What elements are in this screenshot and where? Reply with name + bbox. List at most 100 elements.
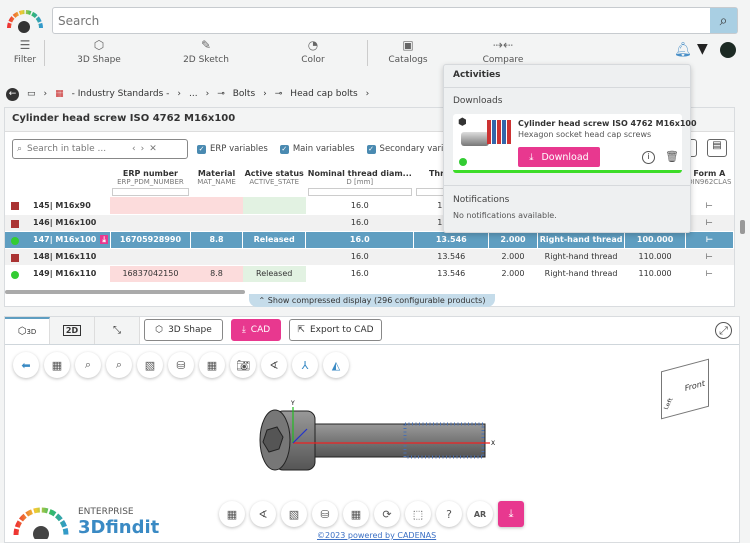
available-status-icon	[11, 270, 19, 279]
wireframe-icon[interactable]: ▦	[44, 352, 70, 378]
form-icon-cell: ⊢	[685, 248, 734, 266]
column-header[interactable]: ERP number ERP_PDM_NUMBER	[110, 166, 190, 197]
erp-variables-checkbox[interactable]: ✓ ERP variables	[197, 144, 268, 154]
secondary-variables-checkbox[interactable]: ✓ Secondary variables	[366, 144, 466, 154]
download-icon[interactable]: ⤓	[498, 501, 524, 527]
section-view-icon[interactable]: ⛁	[168, 352, 194, 378]
column-header[interactable]: Material MAT_NAME	[191, 166, 243, 197]
column-filter-input[interactable]	[307, 188, 412, 196]
table-cell: 2.000	[488, 231, 538, 249]
row-label: 146| M16x100	[5, 214, 111, 232]
sliders-icon: ☰	[19, 38, 31, 52]
search-input[interactable]	[53, 8, 703, 34]
cadenas-link[interactable]: ©2023 powered by CADENAS	[317, 531, 437, 540]
column-header[interactable]: Nominal thread diam... D [mm]	[306, 166, 414, 197]
wireframe-icon[interactable]: ▦	[219, 501, 245, 527]
measure-angle-icon[interactable]: ∢	[250, 501, 276, 527]
download-button[interactable]: ⤓ Download	[518, 147, 600, 167]
catalogs-button[interactable]: ▣ Catalogs	[385, 38, 431, 68]
help-icon[interactable]: ?	[436, 501, 462, 527]
label: 148| M16x110	[33, 252, 97, 261]
vertical-scrollbar[interactable]	[740, 220, 745, 234]
table-row[interactable]: 148| M16x110 16.0 13.546 2.000 Right-hand th…	[5, 248, 734, 266]
3d-shape-button[interactable]: ⬡ 3D Shape	[70, 38, 128, 68]
show-compressed-button[interactable]: ⌃ Show compressed display (296 configura…	[249, 294, 495, 307]
column-filter-input[interactable]	[112, 188, 189, 196]
next-icon[interactable]: ›	[140, 144, 145, 154]
filter-funnel-icon[interactable]: ▼	[697, 41, 708, 57]
table-cell: 16.0	[305, 265, 414, 283]
cad-download-button[interactable]: ⤓ CAD	[231, 319, 281, 341]
2d-sketch-button[interactable]: ✎ 2D Sketch	[176, 38, 236, 68]
chevron-icon: ›	[263, 89, 267, 99]
zoom-selection-icon[interactable]: ⌕	[106, 352, 132, 378]
column-header[interactable]: Active status ACTIVE_STATE	[243, 166, 306, 197]
table-cell	[190, 214, 243, 232]
grid-icon[interactable]: ▦	[199, 352, 225, 378]
color-button[interactable]: ◔ Color	[293, 38, 333, 68]
table-cell: Right-hand thread	[537, 231, 626, 249]
table-search-input[interactable]: ⌕ Search in table ... ‹ › ✕	[12, 139, 188, 159]
search-button[interactable]: ⌕	[710, 8, 737, 33]
label: Export to CAD	[309, 325, 374, 335]
3d-shape-search-button[interactable]: ⬡ 3D Shape	[144, 319, 223, 341]
rotate-animation-icon[interactable]: ⟳	[374, 501, 400, 527]
compare-button[interactable]: ⇢⇠ Compare	[480, 38, 526, 68]
home-icon[interactable]: ▭	[27, 89, 36, 99]
label: 2D Sketch	[183, 55, 229, 65]
clear-icon[interactable]: ✕	[149, 144, 157, 154]
filter-button[interactable]: ☰ Filter	[10, 38, 40, 68]
breadcrumb-item[interactable]: - Industry Standards -	[71, 89, 170, 99]
table-cell: 13.546	[413, 248, 489, 266]
table-cell: 2.000	[488, 248, 538, 266]
measure-angle-icon[interactable]: ∢	[261, 352, 287, 378]
info-icon[interactable]: i	[642, 151, 655, 164]
cube-icon: ⬡	[93, 38, 105, 52]
back-icon[interactable]: ←	[6, 87, 19, 101]
column-sub: ACTIVE_STATE	[249, 178, 300, 186]
column-label: ERP number	[122, 169, 178, 178]
zoom-fit-icon[interactable]: ⌕	[75, 352, 101, 378]
measure-icon: ⤡	[113, 325, 121, 336]
tab-measure[interactable]: ⤡	[95, 317, 140, 344]
table-cell	[242, 248, 306, 266]
breadcrumb-item[interactable]: ...	[188, 89, 198, 99]
palette-icon: ◔	[307, 38, 319, 52]
row-label: 149| M16x110	[5, 265, 111, 283]
table-cell: Released	[242, 231, 307, 249]
grid-icon[interactable]: ▦	[343, 501, 369, 527]
light-icon[interactable]: ◭	[323, 352, 349, 378]
camera-icon[interactable]: 📷︎	[230, 352, 256, 378]
tab-3d[interactable]: ⬡ 3D	[5, 317, 50, 344]
table-cell	[110, 214, 191, 232]
breadcrumb: ← ▭ › ▦ - Industry Standards - › ... › ⊸ Bol…	[6, 86, 369, 102]
main-variables-checkbox[interactable]: ✓ Main variables	[279, 144, 355, 154]
shaded-view-icon[interactable]: ▧	[281, 501, 307, 527]
prev-icon[interactable]: ‹	[132, 144, 136, 154]
breadcrumb-item[interactable]: Bolts	[232, 89, 256, 99]
export-to-cad-button[interactable]: ⇱ Export to CAD	[289, 319, 382, 341]
trash-icon[interactable]: 🗑︎	[665, 150, 679, 163]
back-arrow-icon[interactable]: ⬅	[13, 352, 39, 378]
breadcrumb-item[interactable]: Head cap bolts	[290, 89, 358, 99]
horizontal-scrollbar[interactable]	[5, 290, 245, 294]
table-row[interactable]: 147| M16x100 ⤓ 16705928990 8.8 Released 16.0 1…	[5, 231, 735, 249]
bell-icon[interactable]: 🔔︎	[674, 42, 692, 58]
column-header[interactable]: Form A DIN962CLAS	[685, 166, 733, 197]
axes-icon[interactable]: ⅄	[292, 352, 318, 378]
table-cell	[110, 197, 191, 215]
section-view-icon[interactable]: ⛁	[312, 501, 338, 527]
divider	[44, 40, 45, 66]
table-cell: 13.546	[413, 231, 490, 249]
table-cell	[190, 248, 243, 266]
export-table-button[interactable]: ▤	[707, 139, 727, 157]
fit-frame-icon[interactable]: ⬚	[405, 501, 431, 527]
view-cube[interactable]: Front Left	[661, 358, 709, 420]
shaded-view-icon[interactable]: ▧	[137, 352, 163, 378]
ar-icon[interactable]: AR	[467, 501, 493, 527]
avatar[interactable]	[720, 42, 736, 58]
download-icon[interactable]: ⤓	[100, 234, 108, 244]
fullscreen-toggle-icon[interactable]: ⤢	[715, 322, 732, 339]
table-row[interactable]: 149| M16x110 16837042150 8.8 Released 16.0 13…	[5, 265, 734, 283]
tab-2d[interactable]: 2D	[50, 317, 95, 344]
